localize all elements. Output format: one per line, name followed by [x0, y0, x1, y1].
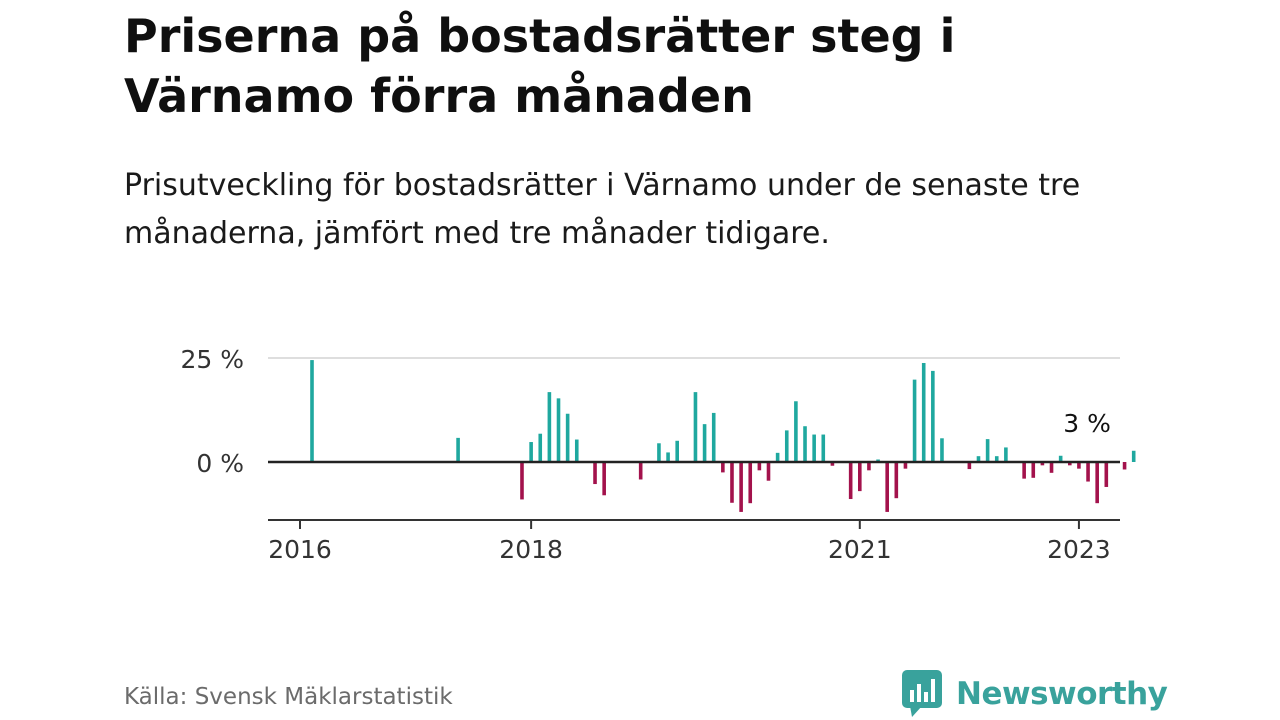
bar	[867, 462, 871, 471]
bar	[602, 462, 606, 496]
bar	[675, 440, 679, 462]
bar	[994, 456, 999, 462]
bar	[921, 362, 926, 462]
bar	[1104, 462, 1109, 487]
bar	[310, 360, 314, 462]
x-tick-label: 2018	[499, 535, 563, 564]
bar	[1086, 462, 1090, 482]
bar	[547, 392, 552, 462]
bar	[1131, 450, 1136, 462]
bar	[894, 462, 899, 499]
x-tick-label: 2023	[1047, 535, 1111, 564]
chart-subtitle: Prisutveckling för bostadsrätter i Värna…	[124, 168, 1081, 251]
bar	[858, 462, 862, 492]
bar	[1040, 462, 1045, 466]
bar	[912, 379, 917, 462]
bar	[775, 452, 780, 462]
bar	[903, 462, 908, 469]
x-tick-label: 2021	[828, 535, 892, 564]
bar	[711, 412, 716, 462]
bar	[693, 392, 698, 462]
bar	[985, 439, 990, 462]
chart-title: Priserna på bostadsrätter steg i Värnamo…	[124, 9, 956, 123]
bar	[574, 439, 579, 462]
bar	[565, 413, 570, 462]
bar	[931, 370, 935, 462]
bar	[976, 456, 981, 462]
bar	[784, 430, 789, 462]
y-tick-label: 25 %	[180, 345, 244, 374]
bar	[1058, 455, 1063, 462]
bar	[702, 424, 707, 462]
bar	[666, 452, 670, 462]
bar	[721, 462, 725, 473]
bar	[1004, 447, 1008, 462]
bar	[940, 438, 944, 462]
bar	[638, 462, 643, 480]
bar	[739, 462, 743, 512]
bar	[1095, 462, 1099, 504]
bar	[812, 434, 816, 462]
bar	[1049, 462, 1054, 473]
bar	[657, 443, 661, 462]
bar	[730, 462, 734, 503]
bar	[848, 462, 853, 500]
bar	[593, 462, 597, 485]
bar	[830, 462, 835, 466]
newsworthy-logo-icon	[902, 670, 942, 717]
brand-name: Newsworthy	[956, 676, 1168, 712]
bar	[1122, 462, 1127, 470]
bar	[766, 462, 771, 481]
bar	[520, 462, 524, 500]
bar	[538, 433, 543, 462]
bar	[794, 401, 798, 462]
bar	[456, 437, 460, 462]
bar	[821, 434, 826, 462]
bar	[1022, 462, 1026, 479]
bar	[529, 442, 533, 462]
bar	[748, 462, 753, 504]
bar	[757, 462, 762, 471]
x-tick-label: 2016	[268, 535, 332, 564]
bar-chart: 0 % 25 % 2016 2018 2021 2023 3 %	[180, 345, 1136, 564]
bar	[1031, 462, 1036, 478]
bar	[1067, 462, 1072, 466]
bar	[967, 462, 972, 470]
brand-logo: Newsworthy	[902, 670, 1168, 718]
bar	[1077, 462, 1081, 469]
latest-value-label: 3 %	[1063, 409, 1111, 438]
source-note: Källa: Svensk Mäklarstatistik	[124, 684, 453, 710]
bar	[803, 426, 807, 462]
bar	[556, 398, 561, 462]
y-tick-label: 0 %	[196, 449, 244, 478]
bar	[885, 462, 889, 512]
